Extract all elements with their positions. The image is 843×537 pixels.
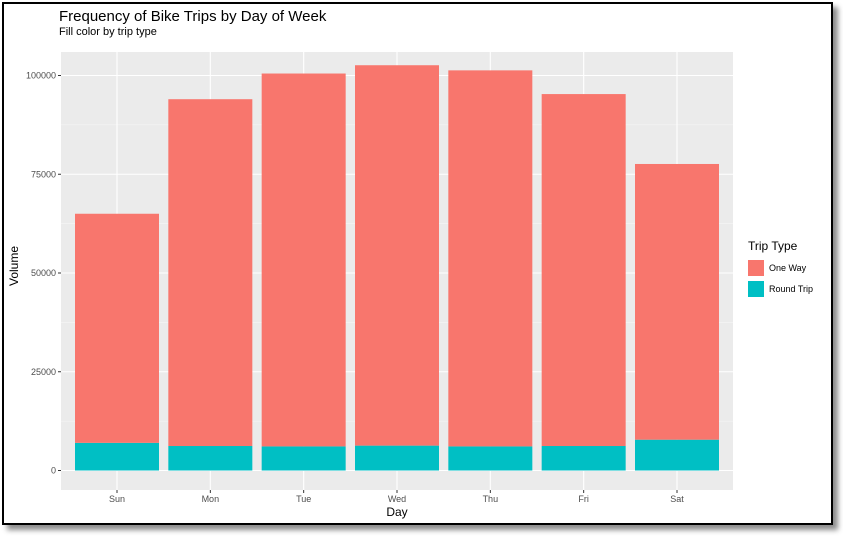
x-tick-label: Tue — [296, 494, 311, 504]
bar-round-trip-tue — [261, 446, 346, 471]
bar-round-trip-sun — [75, 442, 159, 471]
chart-subtitle: Fill color by trip type — [59, 26, 157, 38]
y-axis-title: Volume — [7, 246, 21, 286]
bar-round-trip-sat — [635, 439, 719, 471]
x-tick-label: Sat — [670, 494, 684, 504]
y-axis-ticks: 0 25000 50000 75000 100000 — [26, 71, 61, 476]
legend: Trip Type One Way Round Trip — [748, 239, 813, 300]
bar-one-way-sun — [75, 213, 159, 443]
legend-key-round-trip — [748, 281, 764, 297]
y-tick-label: 50000 — [31, 268, 56, 278]
bar-one-way-sat — [635, 163, 719, 440]
x-axis-ticks: Sun Mon Tue Wed Thu Fri Sat — [109, 490, 684, 504]
bar-round-trip-fri — [541, 446, 626, 471]
legend-key-one-way — [748, 260, 764, 276]
legend-item-round-trip: Round Trip — [748, 279, 813, 299]
bar-round-trip-wed — [355, 445, 439, 471]
y-tick-label: 25000 — [31, 367, 56, 377]
bar-one-way-wed — [355, 65, 439, 446]
bar-round-trip-mon — [168, 446, 253, 471]
legend-item-one-way: One Way — [748, 258, 813, 278]
bar-round-trip-thu — [448, 446, 533, 471]
legend-label-one-way: One Way — [769, 263, 807, 273]
bar-one-way-thu — [448, 70, 533, 447]
legend-label-round-trip: Round Trip — [769, 284, 814, 294]
x-axis-title: Day — [386, 505, 407, 519]
x-tick-label: Mon — [202, 494, 220, 504]
x-tick-label: Fri — [578, 494, 589, 504]
chart-title: Frequency of Bike Trips by Day of Week — [59, 8, 327, 25]
y-tick-label: 75000 — [31, 169, 56, 179]
x-tick-label: Sun — [109, 494, 125, 504]
y-tick-label: 0 — [51, 466, 56, 476]
bar-one-way-mon — [168, 99, 253, 447]
legend-title: Trip Type — [748, 239, 798, 253]
x-tick-label: Wed — [388, 494, 406, 504]
y-tick-label: 100000 — [26, 71, 56, 81]
bars — [75, 65, 719, 471]
bar-one-way-fri — [541, 94, 626, 447]
x-tick-label: Thu — [483, 494, 499, 504]
bar-one-way-tue — [261, 73, 346, 447]
